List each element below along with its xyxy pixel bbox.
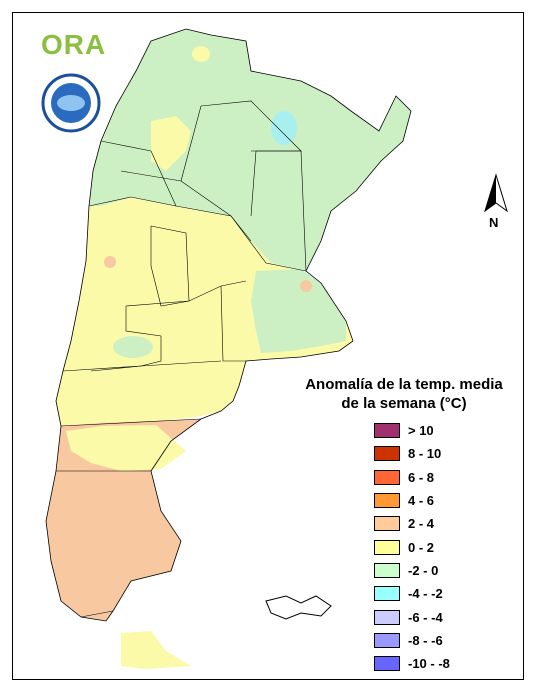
region-small-green: [113, 336, 153, 358]
legend-swatch: [374, 609, 400, 625]
legend-swatch: [374, 539, 400, 555]
region-salmon-dot-1: [104, 256, 116, 268]
region-patagonia-salmon: [46, 419, 201, 621]
legend-item: -6 - -4: [374, 605, 450, 628]
region-north-yellow: [151, 116, 191, 171]
legend-swatch: [374, 493, 400, 509]
legend-label: -2 - 0: [408, 562, 439, 578]
north-arrow-icon: [484, 173, 508, 213]
region-salmon-dot-2: [300, 280, 312, 292]
legend-swatch: [374, 679, 400, 680]
region-central-yellow: [56, 197, 353, 426]
legend-label: 2 - 4: [408, 516, 435, 532]
legend-swatch: [374, 632, 400, 648]
north-label: N: [489, 215, 499, 230]
region-tierra-del-fuego: [121, 631, 191, 669]
province-borders: [56, 100, 307, 618]
legend-title: Anomalía de la temp. media de la semana …: [299, 375, 509, 413]
legend-label: 8 - 10: [408, 446, 442, 462]
region-patagonia-yellow: [66, 425, 186, 471]
legend-title-line1: Anomalía de la temp. media: [305, 376, 503, 393]
legend-label: -10 - -8: [408, 656, 450, 672]
legend-label: -4 - -2: [408, 586, 443, 602]
smn-seal-icon: [41, 73, 101, 133]
legend-item: > 10: [374, 419, 450, 442]
legend-label: < -10: [408, 679, 438, 680]
argentina-outline: [45, 28, 412, 622]
legend-label: 0 - 2: [408, 539, 435, 555]
legend-item: 8 - 10: [374, 442, 450, 465]
region-ba-green: [251, 269, 346, 353]
argentina-anomaly-map: [45, 28, 412, 669]
legend-item: -10 - -8: [374, 652, 450, 675]
legend-item: -4 - -2: [374, 582, 450, 605]
malvinas-islands: [265, 595, 332, 620]
legend-swatch: [374, 423, 400, 439]
legend-item: 0 - 2: [374, 535, 450, 558]
legend-item: -8 - -6: [374, 629, 450, 652]
legend-label: -6 - -4: [408, 609, 443, 625]
legend-swatch: [374, 586, 400, 602]
legend-label: 4 - 6: [408, 493, 435, 509]
legend-swatch: [374, 516, 400, 532]
legend-label: > 10: [408, 423, 434, 439]
legend-title-line2: de la semana (°C): [341, 395, 467, 412]
legend-swatch: [374, 446, 400, 462]
legend-item: -2 - 0: [374, 559, 450, 582]
ora-logo: ORA: [41, 29, 106, 61]
legend-swatch: [374, 656, 400, 672]
legend-swatch: [374, 469, 400, 485]
legend-swatch: [374, 562, 400, 578]
region-far-north-yellow: [192, 46, 210, 62]
region-cyan-patch: [271, 111, 297, 145]
legend-item: < -10: [374, 675, 450, 680]
map-frame: ORA N Anomalía de la temp. media de la s…: [12, 12, 524, 680]
legend-item: 4 - 6: [374, 489, 450, 512]
legend-label: 6 - 8: [408, 469, 435, 485]
legend-label: -8 - -6: [408, 632, 443, 648]
region-north-green: [89, 29, 411, 271]
legend-item: 2 - 4: [374, 512, 450, 535]
legend: > 10 8 - 10 6 - 8 4 - 6 2 - 4 0 - 2 -2 - 0 -4 -…: [374, 419, 450, 680]
ora-logo-text: ORA: [41, 29, 107, 60]
legend-item: 6 - 8: [374, 466, 450, 489]
